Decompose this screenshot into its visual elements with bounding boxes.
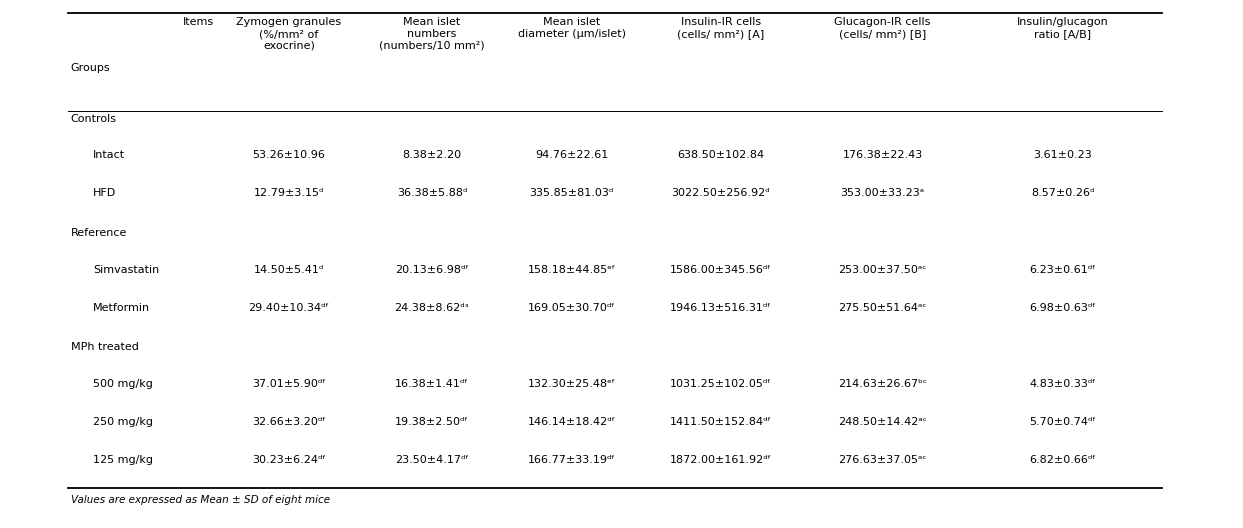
Text: 37.01±5.90ᵈᶠ: 37.01±5.90ᵈᶠ (252, 379, 326, 389)
Text: 275.50±51.64ᵃᶜ: 275.50±51.64ᵃᶜ (838, 303, 927, 313)
Text: 12.79±3.15ᵈ: 12.79±3.15ᵈ (254, 188, 324, 199)
Text: Controls: Controls (71, 114, 117, 124)
Text: Groups: Groups (71, 63, 111, 73)
Text: 248.50±14.42ᵃᶜ: 248.50±14.42ᵃᶜ (838, 417, 927, 427)
Text: 53.26±10.96: 53.26±10.96 (252, 150, 326, 161)
Text: 1031.25±102.05ᵈᶠ: 1031.25±102.05ᵈᶠ (670, 379, 772, 389)
Text: 36.38±5.88ᵈ: 36.38±5.88ᵈ (397, 188, 467, 199)
Text: 638.50±102.84: 638.50±102.84 (677, 150, 764, 161)
Text: 6.98±0.63ᵈᶠ: 6.98±0.63ᵈᶠ (1029, 303, 1096, 313)
Text: 3022.50±256.92ᵈ: 3022.50±256.92ᵈ (671, 188, 771, 199)
Text: Zymogen granules
(%/mm² of
exocrine): Zymogen granules (%/mm² of exocrine) (236, 17, 342, 51)
Text: Simvastatin: Simvastatin (93, 265, 159, 275)
Text: 169.05±30.70ᵈᶠ: 169.05±30.70ᵈᶠ (528, 303, 615, 313)
Text: MPh treated: MPh treated (71, 342, 139, 352)
Text: 16.38±1.41ᵈᶠ: 16.38±1.41ᵈᶠ (395, 379, 469, 389)
Text: 1586.00±345.56ᵈᶠ: 1586.00±345.56ᵈᶠ (670, 265, 772, 275)
Text: 1872.00±161.92ᵈᶠ: 1872.00±161.92ᵈᶠ (670, 455, 772, 465)
Text: 3.61±0.23: 3.61±0.23 (1033, 150, 1093, 161)
Text: 214.63±26.67ᵇᶜ: 214.63±26.67ᵇᶜ (838, 379, 927, 389)
Text: 500 mg/kg: 500 mg/kg (93, 379, 153, 389)
Text: 253.00±37.50ᵃᶜ: 253.00±37.50ᵃᶜ (838, 265, 927, 275)
Text: 19.38±2.50ᵈᶠ: 19.38±2.50ᵈᶠ (395, 417, 469, 427)
Text: 166.77±33.19ᵈᶠ: 166.77±33.19ᵈᶠ (528, 455, 615, 465)
Text: 1411.50±152.84ᵈᶠ: 1411.50±152.84ᵈᶠ (670, 417, 772, 427)
Text: 94.76±22.61: 94.76±22.61 (536, 150, 608, 161)
Text: 5.70±0.74ᵈᶠ: 5.70±0.74ᵈᶠ (1029, 417, 1096, 427)
Text: Reference: Reference (71, 228, 127, 238)
Text: 353.00±33.23ᵃ: 353.00±33.23ᵃ (840, 188, 925, 199)
Text: Mean islet
diameter (μm/islet): Mean islet diameter (μm/islet) (518, 17, 625, 39)
Text: 4.83±0.33ᵈᶠ: 4.83±0.33ᵈᶠ (1029, 379, 1096, 389)
Text: 14.50±5.41ᵈ: 14.50±5.41ᵈ (254, 265, 324, 275)
Text: 8.38±2.20: 8.38±2.20 (403, 150, 461, 161)
Text: 20.13±6.98ᵈᶠ: 20.13±6.98ᵈᶠ (395, 265, 469, 275)
Text: 30.23±6.24ᵈᶠ: 30.23±6.24ᵈᶠ (252, 455, 326, 465)
Text: Intact: Intact (93, 150, 126, 161)
Text: 6.82±0.66ᵈᶠ: 6.82±0.66ᵈᶠ (1029, 455, 1096, 465)
Text: 8.57±0.26ᵈ: 8.57±0.26ᵈ (1030, 188, 1095, 199)
Text: 250 mg/kg: 250 mg/kg (93, 417, 153, 427)
Text: Mean islet
numbers
(numbers/10 mm²): Mean islet numbers (numbers/10 mm²) (379, 17, 485, 51)
Text: 23.50±4.17ᵈᶠ: 23.50±4.17ᵈᶠ (395, 455, 469, 465)
Text: 176.38±22.43: 176.38±22.43 (843, 150, 922, 161)
Text: Metformin: Metformin (93, 303, 150, 313)
Text: Values are expressed as Mean ± SD of eight mice: Values are expressed as Mean ± SD of eig… (71, 495, 329, 505)
Text: 158.18±44.85ᵉᶠ: 158.18±44.85ᵉᶠ (528, 265, 615, 275)
Text: 29.40±10.34ᵈᶠ: 29.40±10.34ᵈᶠ (249, 303, 329, 313)
Text: 335.85±81.03ᵈ: 335.85±81.03ᵈ (530, 188, 614, 199)
Text: 24.38±8.62ᵈᶟ: 24.38±8.62ᵈᶟ (394, 303, 470, 313)
Text: Insulin-IR cells
(cells/ mm²) [A]: Insulin-IR cells (cells/ mm²) [A] (677, 17, 764, 39)
Text: 6.23±0.61ᵈᶠ: 6.23±0.61ᵈᶠ (1029, 265, 1096, 275)
Text: 1946.13±516.31ᵈᶠ: 1946.13±516.31ᵈᶠ (670, 303, 772, 313)
Text: 276.63±37.05ᵃᶜ: 276.63±37.05ᵃᶜ (838, 455, 927, 465)
Text: 146.14±18.42ᵈᶠ: 146.14±18.42ᵈᶠ (528, 417, 615, 427)
Text: 32.66±3.20ᵈᶠ: 32.66±3.20ᵈᶠ (252, 417, 326, 427)
Text: 125 mg/kg: 125 mg/kg (93, 455, 153, 465)
Text: HFD: HFD (93, 188, 117, 199)
Text: Glucagon-IR cells
(cells/ mm²) [B]: Glucagon-IR cells (cells/ mm²) [B] (834, 17, 931, 39)
Text: Items: Items (183, 17, 214, 27)
Text: Insulin/glucagon
ratio [A/B]: Insulin/glucagon ratio [A/B] (1017, 17, 1109, 39)
Text: 132.30±25.48ᵉᶠ: 132.30±25.48ᵉᶠ (528, 379, 615, 389)
